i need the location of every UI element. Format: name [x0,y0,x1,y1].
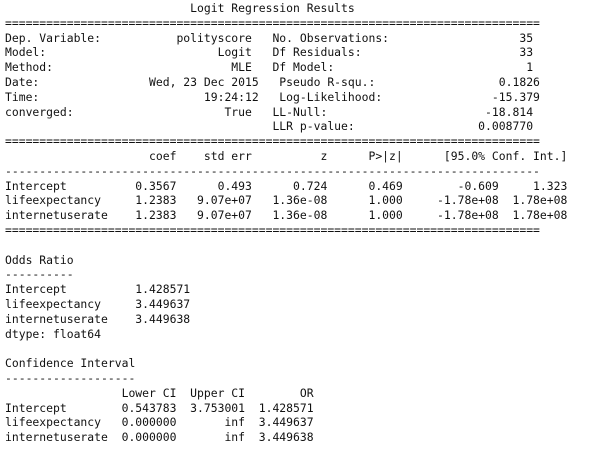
meta-row: Dep. Variable: polityscore No. Observati… [5,30,534,45]
meta-row: Method: MLE Df Model: 1 [5,60,534,75]
logit-title: Logit Regression Results [5,1,540,15]
coef-row: lifeexpectancy 1.2383 9.07e+07 1.36e-08 … [5,193,568,208]
coef-header: coef std err z P>|z| [95.0% Conf. Int.] [5,148,568,163]
odds-row: internetuserate 3.449638 [5,311,191,326]
console-output: Logit Regression Results ===============… [5,1,567,445]
meta-row: Date: Wed, 23 Dec 2015 Pseudo R-squ.: 0.… [5,74,540,89]
double-rule: ========================================… [5,15,540,30]
ci-row: Intercept 0.543783 3.753001 1.428571 [5,400,314,415]
meta-row: Model: Logit Df Residuals: 33 [5,45,534,60]
coef-row: internetuserate 1.2383 9.07e+07 1.36e-08… [5,208,568,223]
single-rule: ------------------- [5,370,136,385]
ci-header: Lower CI Upper CI OR [5,385,314,400]
double-rule: ========================================… [5,134,540,149]
meta-row: LLR p-value: 0.008770 [5,119,534,134]
odds-row: Intercept 1.428571 [5,282,191,297]
ci-title: Confidence Interval [5,356,136,371]
coef-row: Intercept 0.3567 0.493 0.724 0.469 -0.60… [5,178,568,193]
odds-row: lifeexpectancy 3.449637 [5,296,191,311]
ci-row: lifeexpectancy 0.000000 inf 3.449637 [5,415,314,430]
meta-row: Time: 19:24:12 Log-Likelihood: -15.379 [5,89,540,104]
double-rule: ========================================… [5,222,540,237]
single-rule: ---------- [5,267,74,282]
odds-dtype: dtype: float64 [5,326,102,341]
ci-row: internetuserate 0.000000 inf 3.449638 [5,430,314,445]
meta-row: converged: True LL-Null: -18.814 [5,104,534,119]
odds-title: Odds Ratio [5,252,74,267]
single-rule: ----------------------------------------… [5,163,540,178]
